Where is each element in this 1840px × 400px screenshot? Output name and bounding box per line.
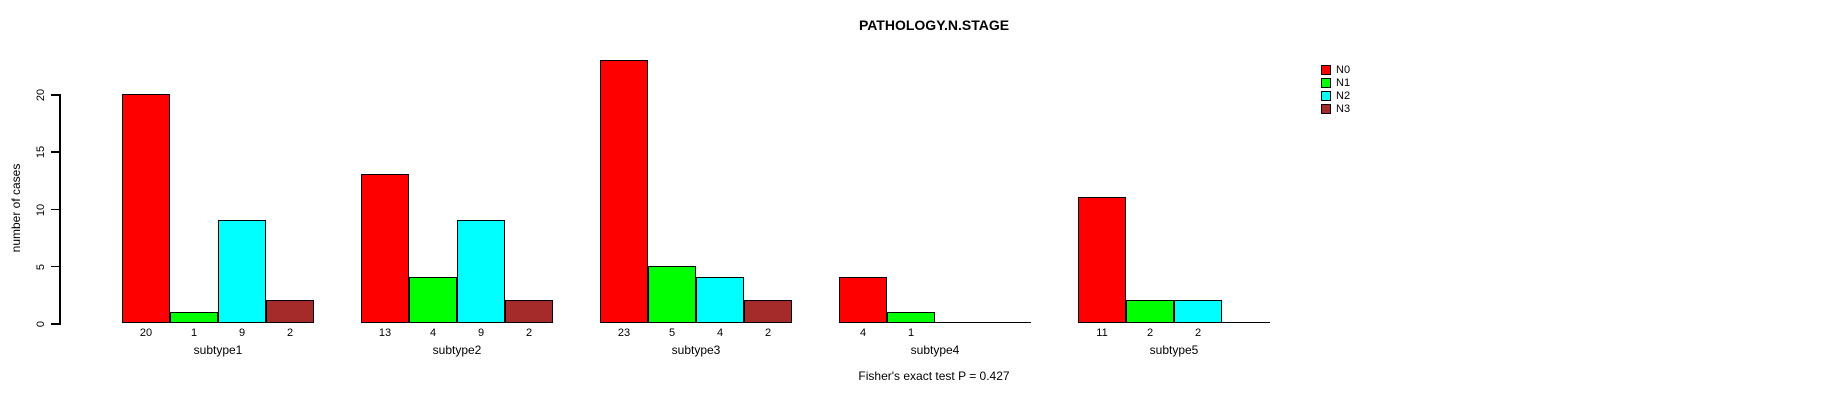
bar-n0-subtype2 [361,174,409,323]
legend-swatch-n2 [1321,91,1331,101]
legend: N0 N1 N2 N3 [1321,64,1351,115]
bar-n3-subtype4 [983,321,1031,323]
bar-n3-subtype3 [744,300,792,323]
y-tick-label: 15 [35,146,47,159]
chart-title: PATHOLOGY.N.STAGE [858,17,1010,33]
y-tick-mark [51,323,59,325]
y-tick-mark [51,208,59,210]
bar-n3-subtype1 [266,300,314,323]
y-tick-label: 20 [35,88,47,102]
bar-n3-subtype5 [1222,321,1270,323]
legend-item-n1: N1 [1321,77,1351,89]
bar-n3-subtype2 [505,300,553,323]
y-tick-label: 10 [35,203,47,216]
bar-value-label: 2 [525,327,533,339]
bar-n0-subtype1 [122,94,170,323]
bar-value-label: 20 [139,327,153,339]
y-tick-label: 0 [35,320,47,328]
bar-n2-subtype1 [218,220,266,323]
y-tick-mark [51,265,59,268]
fisher-test-annotation: Fisher's exact test P = 0.427 [858,369,1010,383]
category-label-subtype3: subtype3 [671,343,721,357]
legend-label: N0 [1336,64,1351,76]
category-label-subtype5: subtype5 [1149,343,1199,357]
bar-n1-subtype5 [1126,300,1174,323]
legend-swatch-n1 [1321,78,1331,88]
bar-n2-subtype2 [457,220,505,323]
bar-value-label: 13 [378,327,392,339]
legend-label: N3 [1336,103,1351,115]
legend-item-n3: N3 [1321,103,1351,115]
bar-n0-subtype5 [1078,197,1126,323]
bar-value-label: 5 [668,327,676,339]
bar-n0-subtype4 [839,277,887,323]
bar-n1-subtype2 [409,277,457,323]
bar-value-label: 2 [764,327,772,339]
y-tick-label: 5 [35,263,47,270]
bar-value-label: 2 [1194,327,1202,339]
category-label-subtype2: subtype2 [432,343,482,357]
legend-swatch-n3 [1321,104,1331,114]
category-label-subtype4: subtype4 [910,343,960,357]
bar-value-label: 1 [907,327,915,339]
bar-value-label: 2 [1146,327,1154,339]
legend-label: N2 [1336,90,1351,102]
bar-value-label: 4 [716,327,724,339]
y-axis-label: number of cases [9,163,23,253]
bar-n1-subtype1 [170,312,218,323]
bar-n2-subtype5 [1174,300,1222,323]
bar-n1-subtype4 [887,312,935,323]
legend-item-n0: N0 [1321,64,1351,76]
bar-value-label: 9 [238,327,246,339]
bar-value-label: 4 [429,327,437,339]
bar-value-label: 4 [859,327,867,339]
bar-n2-subtype3 [696,277,744,323]
bar-value-label: 23 [617,327,631,339]
y-axis-line [59,94,61,325]
y-tick-mark [51,94,59,96]
legend-item-n2: N2 [1321,90,1351,102]
bar-value-label: 1 [190,327,198,339]
category-label-subtype1: subtype1 [193,343,243,357]
legend-label: N1 [1336,77,1351,89]
bar-n2-subtype4 [935,321,983,323]
bar-value-label: 11 [1096,327,1108,339]
legend-swatch-n0 [1321,65,1331,75]
bar-n0-subtype3 [600,60,648,323]
bar-value-label: 9 [477,327,485,339]
bar-value-label: 2 [286,327,294,339]
y-tick-mark [51,151,59,153]
bar-n1-subtype3 [648,266,696,323]
